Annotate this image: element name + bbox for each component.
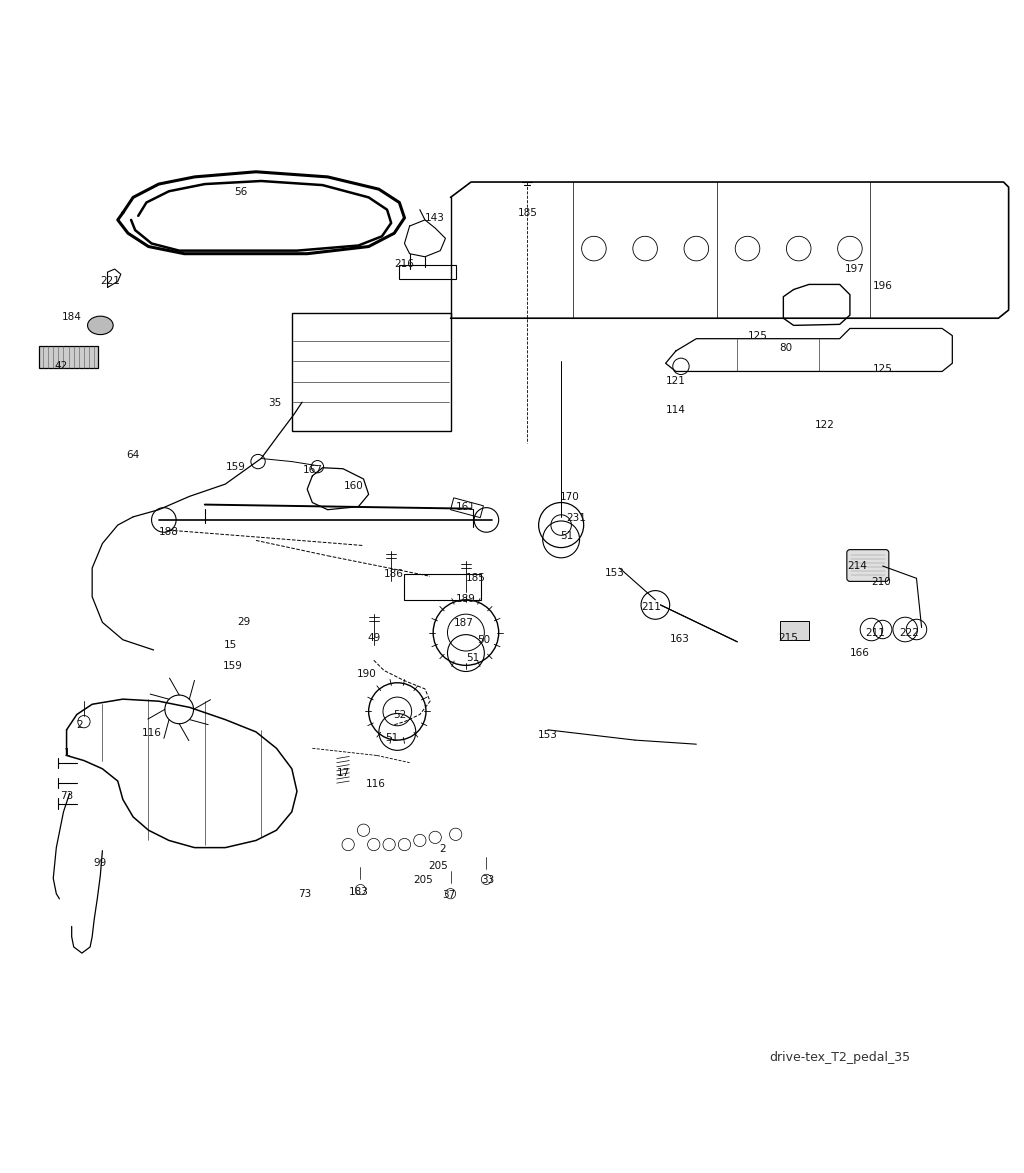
- Text: 1: 1: [65, 748, 71, 759]
- Text: 64: 64: [127, 450, 139, 461]
- Text: 211: 211: [641, 602, 662, 612]
- Text: 125: 125: [748, 331, 768, 340]
- Text: 52: 52: [393, 710, 406, 719]
- Text: 51: 51: [561, 531, 573, 541]
- Text: 73: 73: [299, 889, 311, 899]
- Text: drive-tex_T2_pedal_35: drive-tex_T2_pedal_35: [769, 1051, 910, 1064]
- Text: 121: 121: [666, 375, 686, 386]
- Text: 159: 159: [222, 662, 243, 671]
- Bar: [451, 497, 483, 517]
- Bar: [780, 622, 809, 639]
- Text: 56: 56: [234, 188, 247, 197]
- Text: 163: 163: [670, 633, 690, 644]
- Text: 51: 51: [467, 653, 479, 663]
- Bar: [404, 575, 481, 599]
- Text: 29: 29: [238, 617, 250, 628]
- Text: 161: 161: [456, 502, 476, 511]
- Text: 35: 35: [268, 398, 281, 408]
- Text: 42: 42: [55, 361, 68, 372]
- Text: 2: 2: [439, 843, 445, 854]
- Text: 210: 210: [870, 577, 891, 588]
- Text: 143: 143: [425, 212, 445, 223]
- Text: 170: 170: [559, 493, 580, 502]
- Text: 49: 49: [368, 632, 380, 643]
- Text: 214: 214: [847, 561, 867, 571]
- Text: 190: 190: [356, 669, 377, 678]
- Text: 189: 189: [456, 594, 476, 604]
- Text: 186: 186: [384, 569, 404, 579]
- Text: 185: 185: [517, 208, 538, 218]
- Text: 122: 122: [814, 420, 835, 429]
- Text: 37: 37: [442, 890, 455, 900]
- Text: 33: 33: [481, 875, 494, 886]
- FancyBboxPatch shape: [847, 550, 889, 582]
- Text: 166: 166: [850, 647, 870, 658]
- Text: 2: 2: [77, 720, 83, 730]
- Ellipse shape: [88, 317, 113, 334]
- Text: 159: 159: [225, 462, 246, 472]
- Text: 222: 222: [899, 628, 920, 638]
- Text: 215: 215: [778, 632, 799, 643]
- Text: 73: 73: [60, 792, 73, 801]
- Text: 125: 125: [872, 365, 893, 374]
- Text: 205: 205: [413, 875, 433, 886]
- Text: 167: 167: [302, 465, 323, 475]
- Text: 153: 153: [538, 730, 558, 740]
- Text: 187: 187: [454, 618, 474, 629]
- Text: 184: 184: [61, 312, 82, 323]
- Text: 17: 17: [337, 768, 349, 778]
- Text: 211: 211: [865, 628, 886, 638]
- Text: 51: 51: [386, 733, 398, 743]
- Bar: [292, 313, 451, 430]
- Text: 116: 116: [366, 779, 386, 789]
- Text: 153: 153: [604, 568, 625, 578]
- Text: 185: 185: [466, 574, 486, 583]
- Text: 205: 205: [428, 861, 449, 872]
- Text: 80: 80: [779, 343, 792, 353]
- Text: 116: 116: [141, 728, 162, 738]
- Bar: [399, 265, 456, 279]
- Text: 188: 188: [159, 527, 179, 537]
- Text: 196: 196: [872, 282, 893, 291]
- Text: 231: 231: [566, 513, 587, 523]
- Text: 197: 197: [845, 264, 865, 274]
- Text: 221: 221: [100, 277, 121, 286]
- Text: 114: 114: [666, 406, 686, 415]
- Text: 216: 216: [394, 259, 415, 269]
- Text: 99: 99: [94, 857, 106, 868]
- Text: 15: 15: [224, 639, 237, 650]
- Text: 50: 50: [477, 635, 489, 645]
- Bar: [39, 346, 98, 368]
- Text: 183: 183: [348, 887, 369, 896]
- Text: 160: 160: [343, 481, 364, 491]
